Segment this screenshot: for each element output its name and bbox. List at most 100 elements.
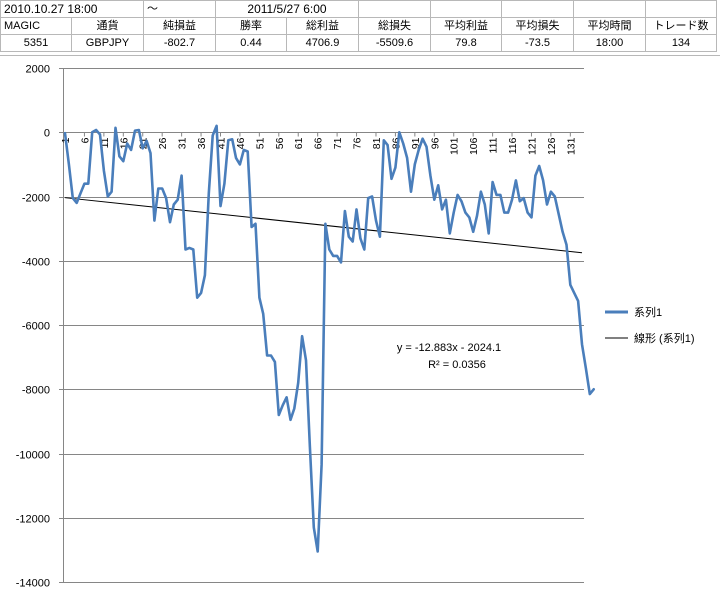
data-point xyxy=(577,300,579,302)
data-point xyxy=(398,131,400,133)
x-tick-label: 56 xyxy=(274,137,286,149)
data-point xyxy=(589,393,591,395)
data-point xyxy=(546,203,548,206)
data-point xyxy=(142,147,144,149)
data-point xyxy=(297,382,299,384)
data-point xyxy=(363,248,365,251)
data-point xyxy=(593,388,595,390)
data-point xyxy=(111,191,113,193)
data-point xyxy=(324,223,326,225)
data-point xyxy=(437,184,439,186)
data-point xyxy=(321,464,323,466)
trendline-r-squared: R² = 0.0356 xyxy=(428,359,486,371)
value-magic[interactable]: 5351 xyxy=(0,34,72,52)
data-point xyxy=(266,354,268,357)
data-point xyxy=(76,202,78,204)
data-point xyxy=(464,212,466,214)
data-point xyxy=(488,232,490,234)
data-point xyxy=(301,335,303,337)
data-point xyxy=(165,197,167,199)
legend: 系列1 線形 (系列1) xyxy=(605,305,695,345)
data-point xyxy=(492,181,494,183)
data-point xyxy=(542,179,544,181)
data-point xyxy=(511,199,513,201)
value-currency[interactable]: GBPJPY xyxy=(71,34,144,52)
data-point xyxy=(161,187,163,190)
x-tick-label: 61 xyxy=(293,137,305,149)
data-point xyxy=(95,129,97,131)
data-point xyxy=(527,212,529,214)
x-tick-label: 101 xyxy=(449,137,461,155)
col-header-win-rate[interactable]: 勝率 xyxy=(215,17,287,35)
data-point xyxy=(573,292,575,294)
x-tick-label: 46 xyxy=(235,137,247,149)
data-point xyxy=(212,134,214,137)
x-tick-label: 106 xyxy=(468,137,480,155)
plot-series xyxy=(63,124,596,553)
period-row: 2010.10.27 18:00 ～ 2011/5/27 6:00 xyxy=(0,0,717,18)
data-point xyxy=(138,129,140,131)
data-point xyxy=(499,194,501,196)
data-point xyxy=(223,183,225,185)
data-point xyxy=(227,139,229,141)
value-avg-time[interactable]: 18:00 xyxy=(573,34,646,52)
data-point xyxy=(262,313,264,315)
value-trade-count[interactable]: 134 xyxy=(645,34,717,52)
data-point xyxy=(441,208,443,210)
data-point xyxy=(184,248,187,251)
data-point xyxy=(359,237,361,239)
data-point xyxy=(130,149,132,151)
data-point xyxy=(278,414,280,416)
data-point xyxy=(134,130,136,132)
y-tick-label: -12000 xyxy=(16,514,50,526)
data-point xyxy=(406,157,408,159)
data-point xyxy=(317,550,319,553)
data-point xyxy=(414,163,416,165)
data-point xyxy=(274,361,276,363)
data-point xyxy=(216,125,218,127)
col-header-trade-count[interactable]: トレード数 xyxy=(645,17,717,35)
data-point xyxy=(449,232,451,234)
x-tick-label: 6 xyxy=(79,137,91,143)
data-point xyxy=(495,194,498,196)
data-point xyxy=(114,127,117,129)
data-point xyxy=(422,138,424,140)
data-point xyxy=(247,150,249,153)
data-point xyxy=(336,255,338,257)
value-avg-loss[interactable]: -73.5 xyxy=(501,34,574,52)
data-point xyxy=(538,165,540,167)
data-point xyxy=(313,526,315,529)
data-point xyxy=(390,178,393,180)
data-point xyxy=(410,191,412,193)
data-point xyxy=(219,205,222,207)
data-point xyxy=(286,396,288,398)
y-tick-label: -6000 xyxy=(22,321,50,333)
data-point xyxy=(523,197,525,199)
x-tick-label: 116 xyxy=(507,137,519,154)
series-line xyxy=(63,124,596,553)
period-end[interactable]: 2011/5/27 6:00 xyxy=(215,0,359,18)
x-tick-label: 81 xyxy=(371,137,383,149)
y-tick-label: -4000 xyxy=(22,257,50,269)
data-point xyxy=(293,407,295,410)
data-point xyxy=(309,446,311,448)
data-point xyxy=(68,163,70,165)
data-point xyxy=(460,200,463,202)
x-tick-label: 126 xyxy=(546,137,558,155)
data-point xyxy=(484,203,486,206)
data-point xyxy=(192,248,194,251)
y-tick-label: 0 xyxy=(44,128,50,140)
x-tick-label: 41 xyxy=(215,137,227,149)
col-header-avg-profit[interactable]: 平均利益 xyxy=(430,17,502,35)
data-point xyxy=(565,244,568,246)
data-point xyxy=(270,354,272,357)
data-point xyxy=(375,220,377,222)
data-point xyxy=(457,194,459,196)
data-point xyxy=(554,195,556,198)
data-point xyxy=(394,167,396,169)
data-point xyxy=(344,210,346,212)
col-header-avg-time[interactable]: 平均時間 xyxy=(573,17,646,35)
data-point xyxy=(83,183,85,185)
data-point xyxy=(468,216,470,218)
